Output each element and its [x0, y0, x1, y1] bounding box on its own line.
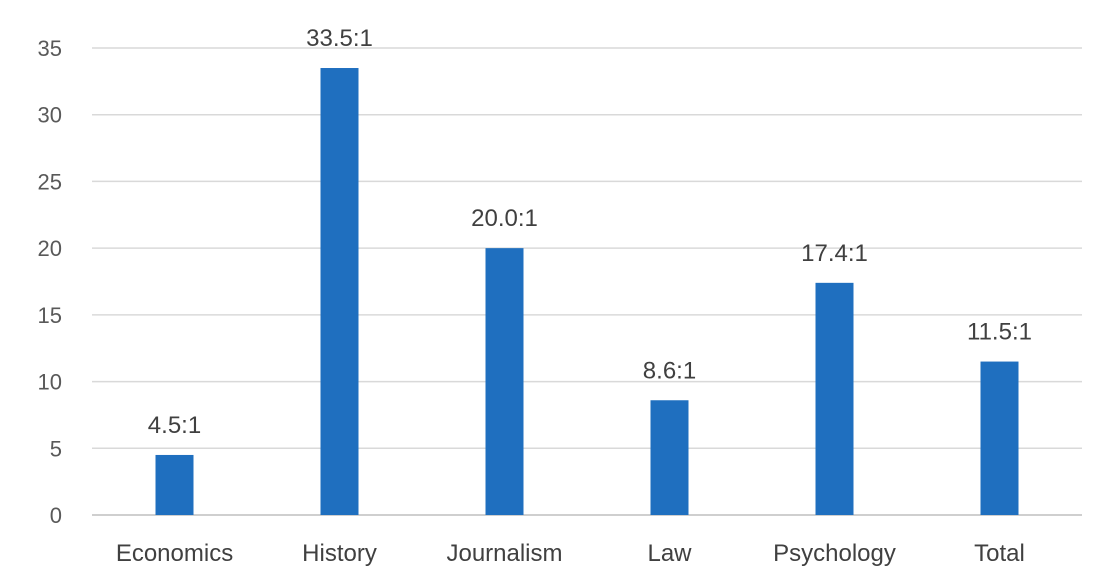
data-label-law: 8.6:1 [643, 357, 696, 384]
y-tick-label: 35 [38, 36, 62, 61]
y-tick-label: 15 [38, 303, 62, 328]
bar-journalism [485, 248, 524, 515]
data-label-journalism: 20.0:1 [471, 205, 538, 232]
category-label-history: History [302, 540, 377, 567]
data-labels: 4.5:1 33.5:1 20.0:1 8.6:1 17.4:1 11.5:1 [148, 25, 1032, 439]
y-tick-label: 5 [50, 436, 62, 461]
y-tick-label: 25 [38, 169, 62, 194]
category-label-economics: Economics [116, 540, 233, 567]
y-axis-ticks: 0 5 10 15 20 25 30 35 [38, 36, 62, 528]
x-axis-categories: Economics History Journalism Law Psychology T… [116, 540, 1025, 567]
bar-law [650, 400, 689, 515]
bar-total [980, 361, 1019, 515]
y-tick-label: 30 [38, 103, 62, 128]
data-label-economics: 4.5:1 [148, 412, 201, 439]
y-tick-label: 0 [50, 503, 62, 528]
bar-psychology [815, 282, 854, 515]
gridlines [92, 47, 1082, 516]
category-label-psychology: Psychology [773, 540, 896, 567]
category-label-journalism: Journalism [446, 540, 562, 567]
bars [155, 68, 1019, 515]
category-label-total: Total [974, 540, 1025, 567]
y-tick-label: 10 [38, 370, 62, 395]
data-label-history: 33.5:1 [306, 25, 373, 52]
category-label-law: Law [647, 540, 692, 567]
bar-history [320, 68, 359, 515]
data-label-psychology: 17.4:1 [801, 240, 868, 267]
y-tick-label: 20 [38, 236, 62, 261]
data-label-total: 11.5:1 [967, 319, 1032, 346]
bar-economics [155, 454, 194, 515]
